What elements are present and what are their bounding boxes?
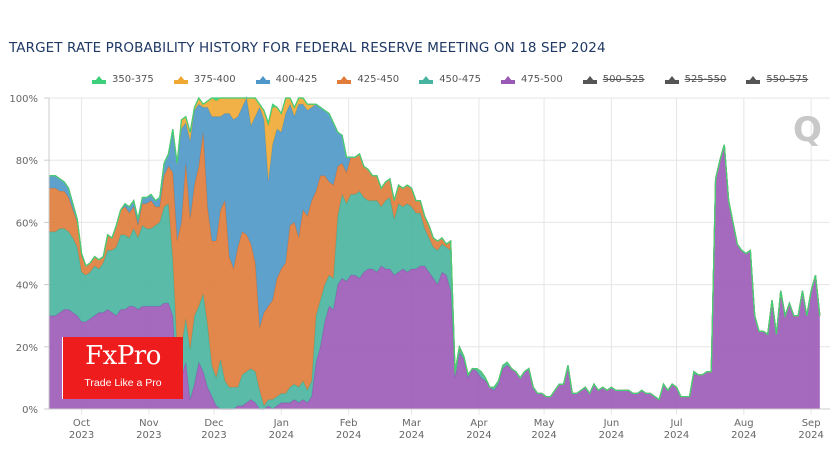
x-tick-month: Nov [139, 418, 159, 429]
legend-label: 400-425 [275, 74, 318, 85]
legend-symbol-icon [500, 75, 515, 84]
x-tick-month: Feb [340, 418, 358, 429]
line-350-375 [49, 96, 821, 401]
legend-item-400-425[interactable]: 400-425 [255, 74, 318, 85]
legend-item-450-475[interactable]: 450-475 [419, 74, 481, 85]
y-tick-label: 0% [22, 405, 38, 416]
legend-symbol-icon [419, 75, 434, 84]
x-tick-year: 2024 [798, 430, 823, 441]
y-tick-label: 60% [16, 218, 38, 229]
legend-symbol-icon [173, 75, 188, 84]
legend-label: 375-400 [193, 74, 236, 85]
legend-item-350-375[interactable]: 350-375 [92, 74, 154, 85]
x-tick-month: May [534, 418, 555, 429]
legend-label: 350-375 [112, 74, 154, 85]
y-tick-label: 20% [16, 343, 38, 354]
legend-symbol-icon [664, 75, 679, 84]
x-tick-month: Mar [402, 418, 422, 429]
x-tick-year: 2024 [336, 430, 361, 441]
legend-symbol-icon [746, 75, 761, 84]
fxpro-watermark: FxPro Trade Like a Pro [62, 337, 183, 399]
x-tick-month: Jul [669, 418, 682, 429]
x-tick-month: Dec [204, 418, 223, 429]
y-tick-label: 80% [16, 156, 38, 167]
y-tick-label: 100% [9, 94, 38, 105]
x-tick-year: 2024 [664, 430, 689, 441]
x-tick-year: 2023 [201, 430, 226, 441]
legend-item-550-575[interactable]: 550-575 [746, 74, 808, 85]
x-tick-month: Jun [603, 418, 620, 429]
chart-legend: 350-375 375-400 400-425 425-450 450-475 475-5… [92, 74, 828, 85]
fxpro-brand: FxPro [85, 341, 161, 371]
x-tick-month: Apr [470, 418, 488, 429]
legend-item-525-550[interactable]: 525-550 [664, 74, 727, 85]
x-tick-year: 2024 [599, 430, 624, 441]
quikstrike-logo: Q [793, 110, 822, 150]
legend-label: 525-550 [684, 74, 727, 85]
legend-item-475-500[interactable]: 475-500 [500, 74, 563, 85]
x-tick-year: 2023 [136, 430, 161, 441]
legend-item-375-400[interactable]: 375-400 [173, 74, 236, 85]
x-tick-month: Aug [734, 418, 754, 429]
x-tick-month: Jan [273, 418, 289, 429]
legend-label: 475-500 [520, 74, 563, 85]
legend-symbol-icon [582, 75, 597, 84]
x-tick-year: 2024 [731, 430, 756, 441]
x-tick-month: Sep [802, 418, 821, 429]
area-425-450[interactable] [49, 132, 820, 406]
y-tick-label: 40% [16, 281, 38, 292]
legend-label: 425-450 [357, 74, 400, 85]
legend-symbol-icon [337, 75, 352, 84]
legend-label: 550-575 [766, 74, 809, 85]
legend-label: 500-525 [602, 74, 645, 85]
x-tick-year: 2024 [269, 430, 294, 441]
x-tick-year: 2024 [399, 430, 424, 441]
area-450-475[interactable] [49, 144, 820, 409]
x-tick-month: Oct [73, 418, 90, 429]
chart-title: TARGET RATE PROBABILITY HISTORY FOR FEDE… [9, 40, 606, 56]
x-tick-year: 2023 [69, 430, 94, 441]
legend-symbol-icon [92, 75, 106, 84]
x-tick-year: 2024 [531, 430, 556, 441]
legend-item-500-525[interactable]: 500-525 [582, 74, 645, 85]
legend-label: 450-475 [439, 74, 481, 85]
axes: 0%20%40%60%80%100%Oct2023Nov2023Dec2023J… [9, 94, 830, 441]
fxpro-tagline: Trade Like a Pro [84, 377, 162, 389]
area-400-425[interactable] [49, 98, 820, 400]
legend-symbol-icon [255, 75, 270, 84]
x-tick-year: 2024 [466, 430, 491, 441]
legend-item-425-450[interactable]: 425-450 [337, 74, 399, 85]
